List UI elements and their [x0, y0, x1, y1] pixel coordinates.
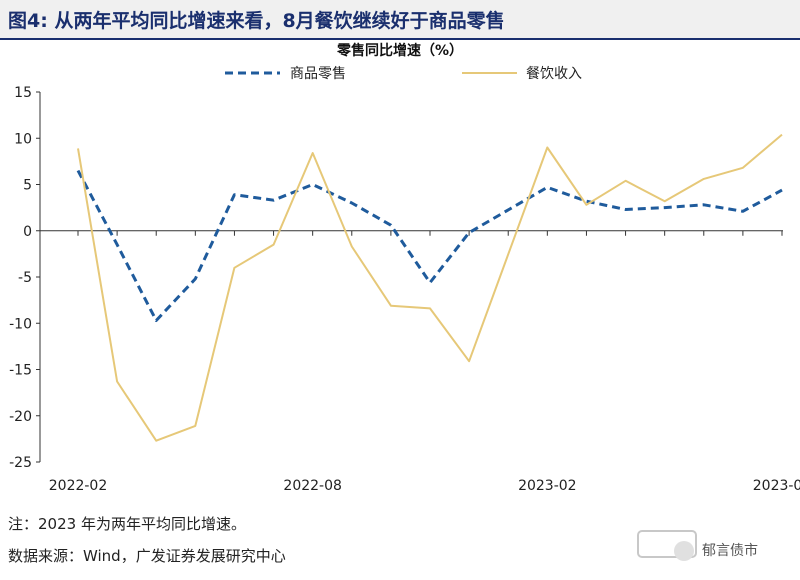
footer-source: 数据来源：Wind，广发证券发展研究中心 [8, 547, 286, 565]
watermark-text: 郁言债市 [702, 543, 758, 559]
series-line-1 [76, 169, 783, 322]
x-tick-label: 2022-08 [283, 478, 342, 494]
legend-label: 餐饮收入 [526, 66, 582, 82]
x-tick-label: 2022-02 [49, 478, 108, 494]
figure-label: 图4: [8, 10, 48, 32]
x-tick-label: 2023-08 [753, 478, 800, 494]
y-tick-label: -10 [9, 316, 32, 332]
y-tick-label: 5 [23, 178, 32, 194]
figure-title: 图4: 从两年平均同比增速来看，8月餐饮继续好于商品零售 [8, 6, 505, 33]
y-tick-label: -25 [9, 455, 32, 471]
watermark-logo [637, 530, 697, 561]
footer-note: 注：2023 年为两年平均同比增速。 [8, 515, 246, 533]
y-tick-label: 15 [14, 85, 32, 101]
y-tick-label: 0 [23, 224, 32, 240]
chart-title: 零售同比增速（%） [336, 43, 464, 59]
series-line-2 [77, 133, 783, 442]
x-tick-label: 2023-02 [518, 478, 577, 494]
y-tick-label: 10 [14, 131, 32, 147]
figure-title-text: 从两年平均同比增速来看，8月餐饮继续好于商品零售 [54, 10, 505, 32]
legend-label: 商品零售 [290, 66, 346, 82]
figure-header: 图4: 从两年平均同比增速来看，8月餐饮继续好于商品零售 [0, 0, 800, 40]
y-tick-label: -5 [18, 270, 32, 286]
y-tick-label: -20 [9, 409, 32, 425]
y-tick-label: -15 [9, 363, 32, 379]
